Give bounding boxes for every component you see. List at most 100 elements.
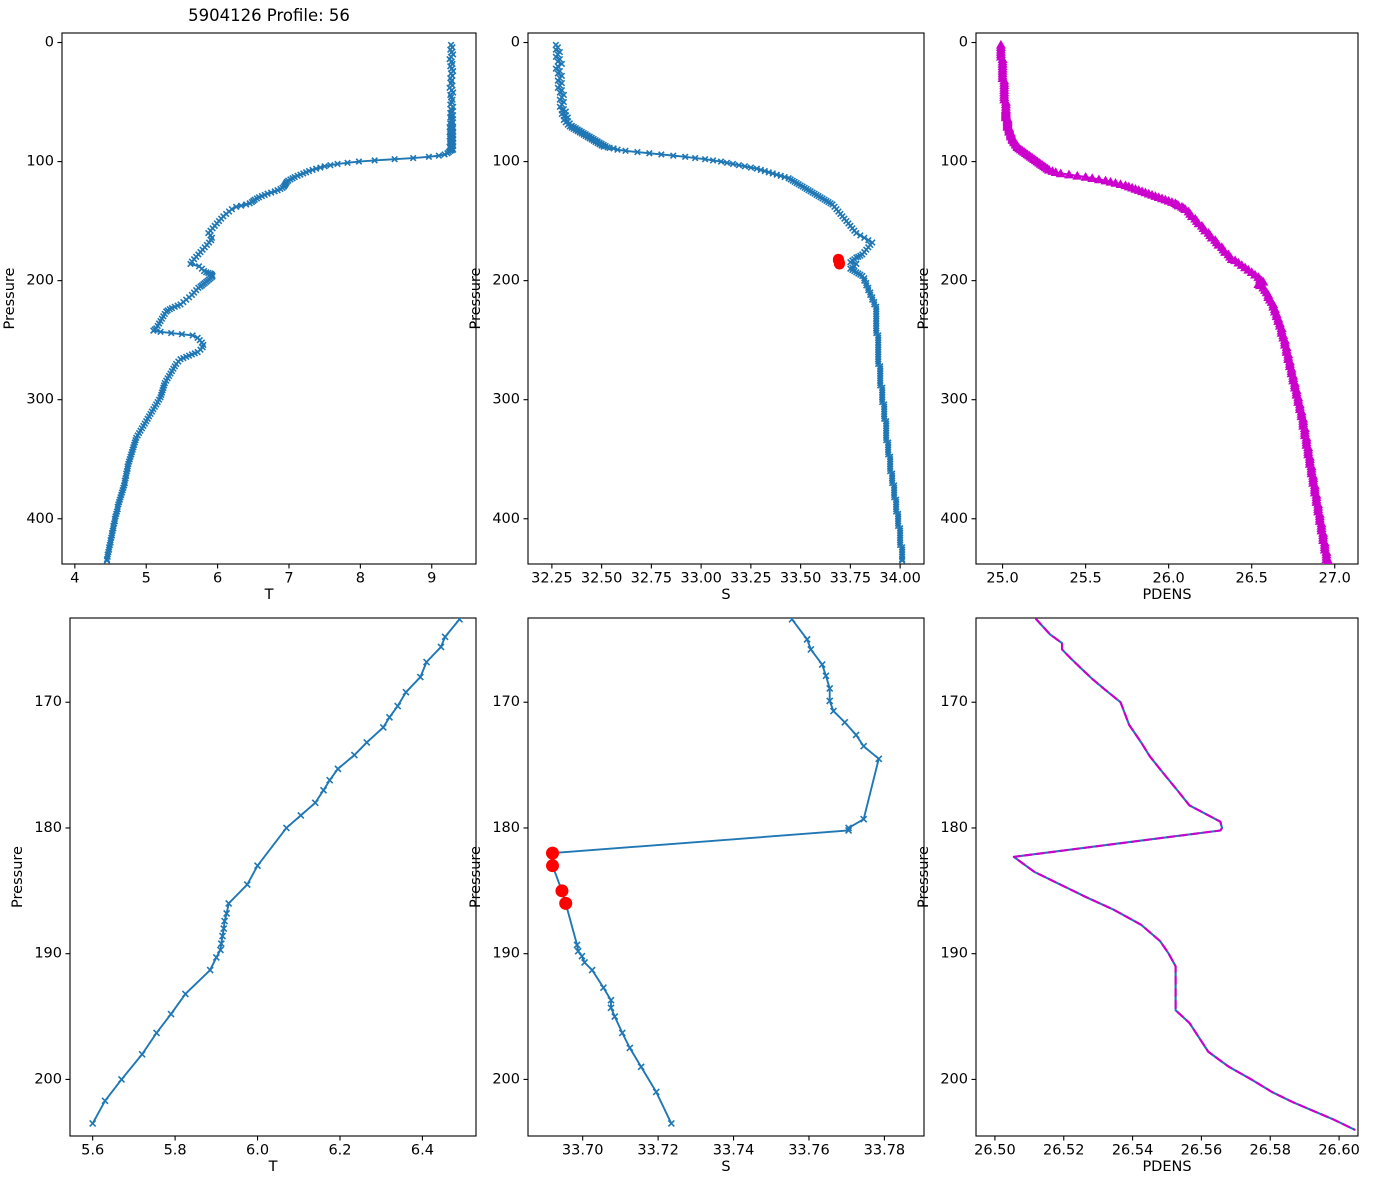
- x-tick-label: 33.50: [780, 571, 822, 587]
- x-axis-title: PDENS: [1142, 1159, 1191, 1175]
- y-axis-title: Pressure: [468, 846, 484, 908]
- x-axis-title: T: [264, 587, 274, 603]
- axes-frame: [975, 32, 1359, 565]
- x-tick-label: 5: [142, 571, 151, 587]
- x-axis-title: S: [721, 587, 730, 603]
- y-tick-label: 400: [940, 511, 968, 527]
- x-markers: [103, 41, 457, 564]
- y-tick-label: 200: [492, 273, 520, 289]
- x-markers: [89, 618, 464, 1127]
- x-markers: [552, 41, 906, 564]
- series-group: [546, 618, 883, 1127]
- x-tick-label: 34.00: [879, 571, 921, 587]
- x-tick-label: 32.75: [631, 571, 673, 587]
- y-tick-label: 170: [34, 694, 62, 710]
- y-tick-label: 180: [492, 820, 520, 836]
- y-tick-label: 180: [34, 820, 62, 836]
- x-tick-label: 32.25: [531, 571, 573, 587]
- x-tick-label: 6: [213, 571, 222, 587]
- panel-temperature-zoom: 5.6 5.8 6.0 6.2 6.4 170 180 190 200 T Pressure: [10, 617, 477, 1175]
- y-axis-title: Pressure: [916, 846, 932, 908]
- x-tick-label: 33.00: [680, 571, 722, 587]
- y-tick-label: 200: [492, 1071, 520, 1087]
- x-tick-label: 6.2: [328, 1143, 351, 1159]
- x-tick-label: 33.76: [788, 1143, 830, 1159]
- x-tick-label: 26.52: [1043, 1143, 1085, 1159]
- panel-temperature-full: 4 5 6 7 8 9 0 100 200 300 400 T Pressure 5904126 Prof…: [2, 6, 477, 603]
- density-line-magenta: [1012, 618, 1356, 1131]
- y-tick-label: 0: [959, 35, 968, 51]
- y-tick-label: 0: [511, 35, 520, 51]
- y-axis-title: Pressure: [10, 846, 26, 908]
- y-axis-title: Pressure: [468, 267, 484, 329]
- triangle-markers: [995, 39, 1333, 564]
- x-axis-title: S: [721, 1159, 730, 1175]
- y-tick-label: 100: [26, 154, 54, 170]
- x-tick-label: 33.70: [562, 1143, 604, 1159]
- y-tick-label: 100: [492, 154, 520, 170]
- series-group: [552, 41, 906, 564]
- x-tick-label: 33.25: [730, 571, 772, 587]
- x-tick-label: 6.4: [411, 1143, 434, 1159]
- x-tick-label: 6.0: [246, 1143, 269, 1159]
- x-tick-label: 5.6: [81, 1143, 104, 1159]
- panel-salinity-full: 32.25 32.50 32.75 33.00 33.25 33.50 33.75 34.00…: [468, 32, 925, 603]
- x-tick-label: 26.56: [1181, 1143, 1223, 1159]
- x-axis-title: T: [268, 1159, 278, 1175]
- axes-frame: [61, 32, 477, 565]
- y-tick-label: 400: [492, 511, 520, 527]
- x-tick-label: 8: [356, 571, 365, 587]
- x-tick-label: 9: [427, 571, 436, 587]
- y-tick-label: 300: [492, 392, 520, 408]
- x-tick-label: 33.72: [637, 1143, 679, 1159]
- y-tick-label: 300: [26, 392, 54, 408]
- y-tick-label: 100: [940, 154, 968, 170]
- x-tick-label: 7: [284, 571, 293, 587]
- y-tick-label: 170: [940, 694, 968, 710]
- x-tick-label: 27.0: [1319, 571, 1351, 587]
- x-tick-label: 5.8: [164, 1143, 187, 1159]
- panel-density-full: 25.0 25.5 26.0 26.5 27.0 0 100 200 300 400 PDENS Pr…: [916, 32, 1359, 603]
- y-tick-label: 170: [492, 694, 520, 710]
- series-group: [995, 39, 1333, 564]
- x-tick-label: 26.58: [1249, 1143, 1291, 1159]
- figure-title: 5904126 Profile: 56: [188, 6, 350, 25]
- x-tick-label: 26.54: [1112, 1143, 1154, 1159]
- y-tick-label: 190: [492, 946, 520, 962]
- y-tick-label: 400: [26, 511, 54, 527]
- x-tick-label: 25.0: [986, 571, 1018, 587]
- x-axis-title: PDENS: [1142, 587, 1191, 603]
- panel-salinity-zoom: 33.70 33.72 33.74 33.76 33.78 170 180 190 200 S Pr…: [468, 617, 925, 1175]
- x-tick-label: 33.75: [830, 571, 872, 587]
- flagged-points: [546, 846, 573, 910]
- x-tick-label: 33.74: [713, 1143, 755, 1159]
- y-tick-label: 200: [940, 273, 968, 289]
- y-tick-label: 180: [940, 820, 968, 836]
- y-axis-title: Pressure: [2, 267, 18, 329]
- y-tick-label: 200: [26, 273, 54, 289]
- panel-density-zoom: 26.50 26.52 26.54 26.56 26.58 26.60 170 180 190 2…: [916, 617, 1360, 1175]
- y-tick-label: 200: [940, 1071, 968, 1087]
- y-tick-label: 200: [34, 1071, 62, 1087]
- x-tick-label: 32.50: [581, 571, 623, 587]
- series-group: [103, 41, 457, 564]
- series-group: [89, 618, 464, 1127]
- x-tick-label: 25.5: [1069, 571, 1101, 587]
- x-tick-label: 4: [70, 571, 79, 587]
- series-group: [1012, 618, 1356, 1131]
- x-tick-label: 26.0: [1153, 571, 1185, 587]
- x-tick-label: 26.50: [974, 1143, 1016, 1159]
- x-tick-label: 26.5: [1236, 571, 1268, 587]
- axes-frame: [975, 617, 1359, 1137]
- axes-frame: [527, 617, 925, 1137]
- axes-frame: [527, 32, 925, 565]
- x-tick-label: 33.78: [864, 1143, 906, 1159]
- axes-frame: [69, 617, 477, 1137]
- x-tick-label: 26.60: [1318, 1143, 1360, 1159]
- y-tick-label: 190: [940, 946, 968, 962]
- flagged-points: [832, 253, 845, 270]
- y-tick-label: 0: [45, 35, 54, 51]
- y-tick-label: 190: [34, 946, 62, 962]
- y-tick-label: 300: [940, 392, 968, 408]
